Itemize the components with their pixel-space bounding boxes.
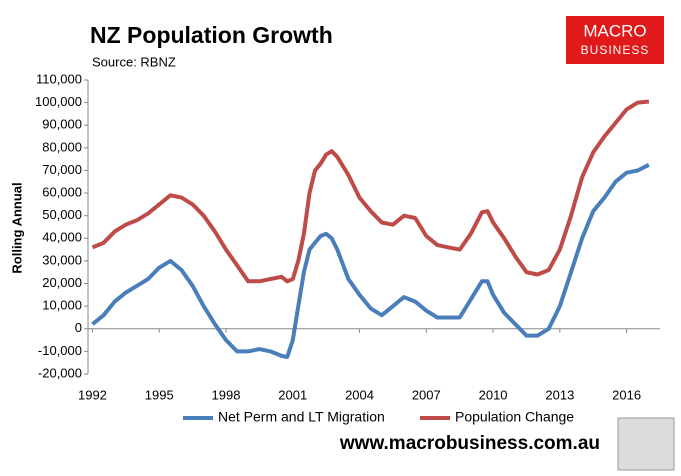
logo-text: BUSINESS: [581, 43, 650, 57]
legend-label: Population Change: [455, 409, 574, 425]
x-tick-label: 2007: [412, 387, 441, 402]
y-tick-label: 20,000: [42, 275, 82, 290]
x-tick-label: 1992: [78, 387, 107, 402]
y-tick-label: 30,000: [42, 252, 82, 267]
y-tick-label: 70,000: [42, 162, 82, 177]
y-tick-label: 110,000: [36, 71, 82, 86]
series-line: [91, 99, 650, 284]
chart-subtitle: Source: RBNZ: [92, 54, 176, 69]
series-line: [91, 163, 650, 359]
y-tick-label: 10,000: [42, 298, 82, 313]
x-tick-label: 2016: [612, 387, 641, 402]
y-tick-label: 100,000: [35, 94, 82, 109]
logo-text: MACRO: [583, 21, 646, 40]
y-tick-label: 40,000: [42, 230, 82, 245]
y-tick-label: 80,000: [42, 139, 82, 154]
y-tick-label: -20,000: [38, 365, 82, 380]
footer-url: www.macrobusiness.com.au: [339, 433, 600, 454]
y-tick-label: 90,000: [42, 117, 82, 132]
x-tick-label: 2013: [545, 387, 574, 402]
y-tick-label: 0: [75, 320, 82, 335]
legend-label: Net Perm and LT Migration: [218, 409, 385, 425]
y-tick-label: 60,000: [42, 185, 82, 200]
logo-box: [566, 16, 664, 64]
chart-title: NZ Population Growth: [90, 22, 333, 48]
x-tick-label: 1998: [212, 387, 241, 402]
x-tick-label: 2010: [479, 387, 508, 402]
y-tick-label: 50,000: [42, 207, 82, 222]
wolf-logo: [617, 417, 675, 471]
x-tick-label: 2001: [278, 387, 307, 402]
x-tick-label: 2004: [345, 387, 374, 402]
x-tick-label: 1995: [145, 387, 174, 402]
y-axis-label: Rolling Annual: [9, 182, 24, 273]
y-tick-label: -10,000: [38, 343, 82, 358]
